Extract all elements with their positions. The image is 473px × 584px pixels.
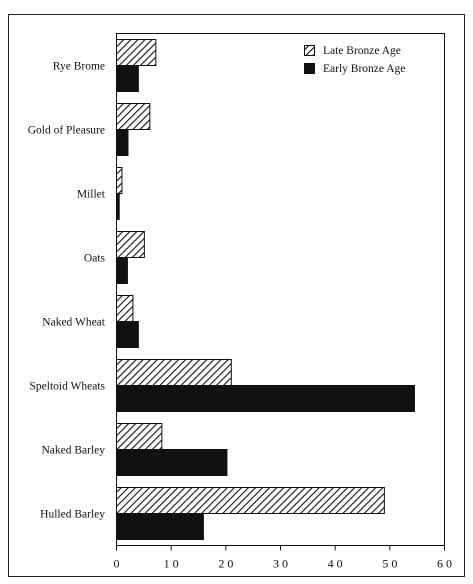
bar-naked-wheat-late-bronze-age [116, 295, 134, 322]
x-axis: 0 1 0 2 0 3 0 4 0 5 0 6 0 [114, 545, 452, 571]
bar-rye-brome-early-bronze-age [116, 65, 139, 92]
legend-swatch-late-bronze-age [304, 45, 315, 56]
x-tick-label-40: 4 0 [328, 557, 343, 571]
bars [116, 39, 415, 540]
frame-border [8, 14, 465, 577]
x-tick-label-0: 0 [114, 557, 120, 571]
category-label-hulled-barley: Hulled Barley [40, 509, 105, 521]
bar-rye-brome-late-bronze-age [116, 39, 157, 66]
bar-naked-wheat-early-bronze-age [116, 321, 139, 348]
category-label-gold-of-pleasure: Gold of Pleasure [28, 125, 105, 137]
bar-naked-barley-late-bronze-age [116, 423, 163, 450]
bar-oats-late-bronze-age [116, 231, 145, 258]
category-label-speltoid-wheats: Speltoid Wheats [30, 381, 106, 393]
category-label-oats: Oats [84, 253, 106, 265]
bar-speltoid-wheats-late-bronze-age [116, 359, 232, 386]
legend: Late Bronze Age Early Bronze Age [304, 45, 405, 75]
x-tick-label-60: 6 0 [437, 557, 452, 571]
legend-label-late-bronze-age: Late Bronze Age [323, 45, 401, 57]
category-label-naked-wheat: Naked Wheat [42, 317, 105, 329]
category-label-millet: Millet [77, 189, 106, 201]
bar-millet-early-bronze-age [116, 193, 120, 220]
x-tick-label-30: 3 0 [273, 557, 288, 571]
category-labels: Rye Brome Gold of Pleasure Millet Oats Naked… [28, 61, 106, 521]
bar-hulled-barley-late-bronze-age [116, 487, 385, 514]
bar-gold-of-pleasure-early-bronze-age [116, 129, 129, 156]
legend-swatch-early-bronze-age [304, 63, 315, 74]
bar-naked-barley-early-bronze-age [116, 449, 228, 476]
category-label-rye-brome: Rye Brome [53, 61, 105, 73]
legend-label-early-bronze-age: Early Bronze Age [323, 63, 405, 75]
bar-gold-of-pleasure-late-bronze-age [116, 103, 151, 130]
bar-oats-early-bronze-age [116, 257, 128, 284]
category-label-naked-barley: Naked Barley [41, 445, 105, 457]
x-tick-label-20: 2 0 [218, 557, 233, 571]
bar-millet-late-bronze-age [116, 167, 123, 194]
bar-speltoid-wheats-early-bronze-age [116, 385, 415, 412]
x-tick-label-10: 1 0 [164, 557, 179, 571]
x-tick-label-50: 5 0 [382, 557, 397, 571]
bar-hulled-barley-early-bronze-age [116, 513, 204, 540]
